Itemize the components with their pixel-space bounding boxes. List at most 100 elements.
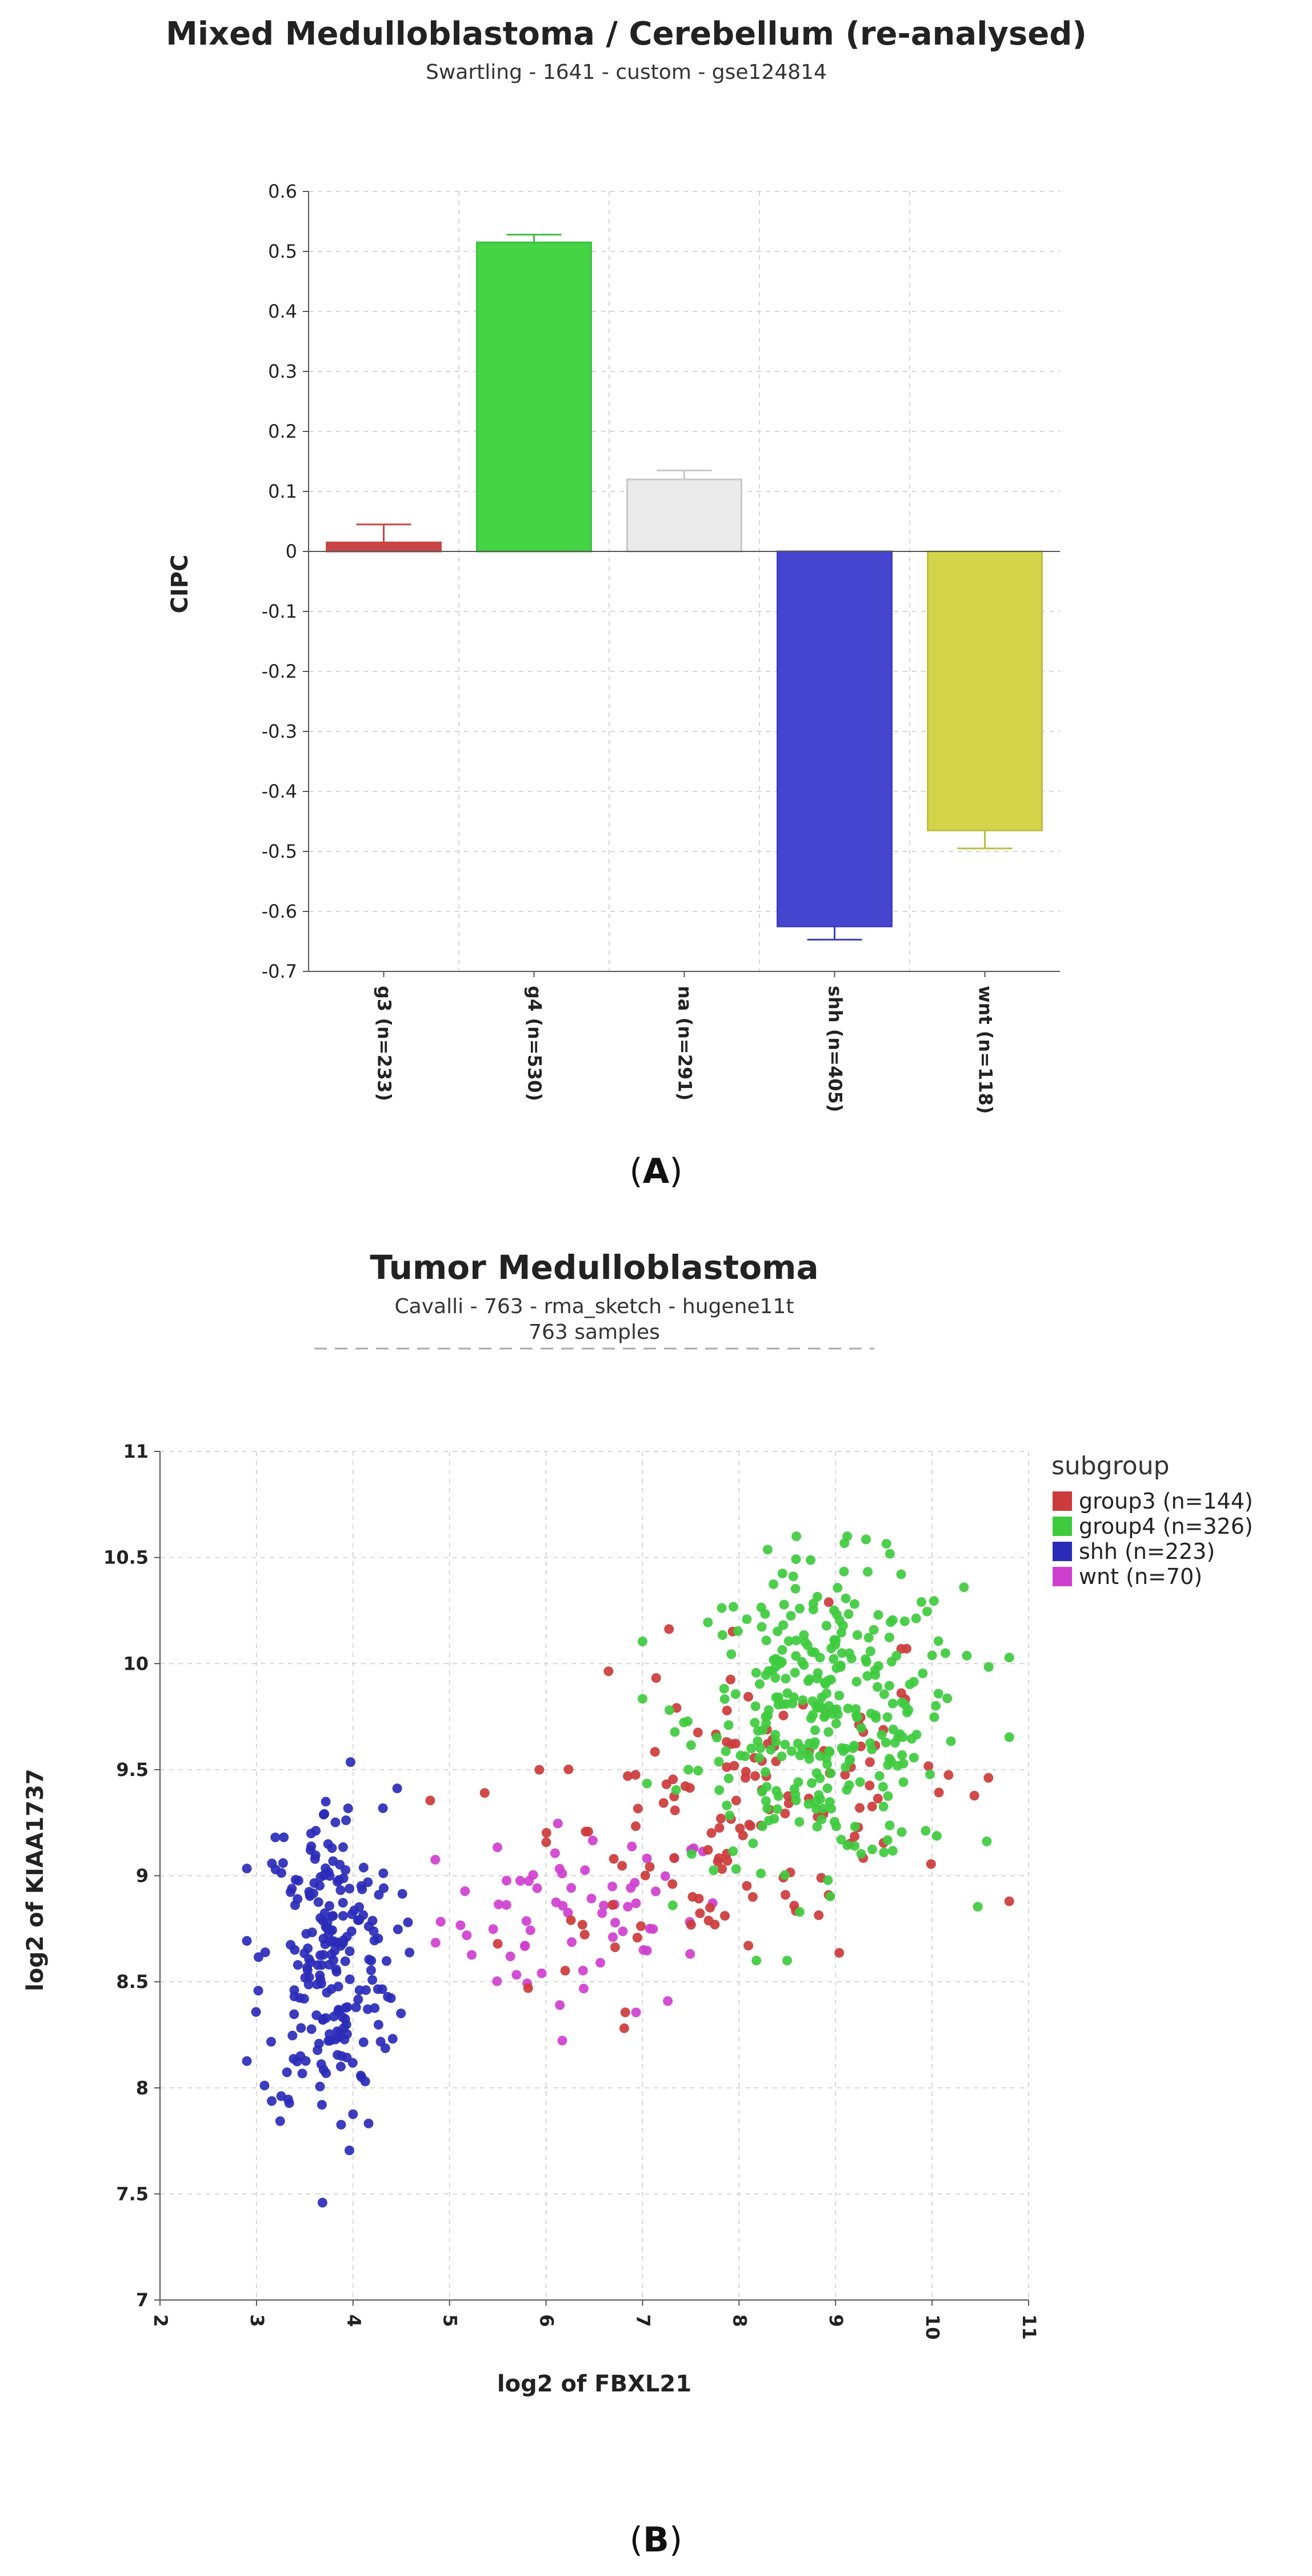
- scatter-point-group4: [794, 1817, 805, 1827]
- bar-y-tick-label: -0.5: [262, 841, 297, 862]
- scatter-y-tick-label: 10: [123, 1653, 149, 1674]
- scatter-x-tick-label: 6: [536, 2314, 558, 2327]
- scatter-point-group4: [709, 1865, 719, 1875]
- bar-chart-y-ticks: 0.6 0.5 0.4 0.3 0.2 0.1 0 -0.1 -0.2 -0.3 -0.4 -0.5 -…: [262, 181, 309, 982]
- scatter-point-group4: [793, 1777, 803, 1787]
- scatter-point-group4: [762, 1545, 773, 1555]
- scatter-point-group4: [814, 1703, 824, 1713]
- scatter-point-group4: [884, 1681, 894, 1691]
- scatter-point-group4: [807, 1778, 817, 1788]
- scatter-point-group4: [791, 1531, 802, 1541]
- scatter-point-group4: [777, 1569, 787, 1579]
- scatter-point-group3: [579, 1930, 590, 1940]
- bar-chart-bars: [309, 234, 1060, 941]
- scatter-chart-x-label: log2 of FBXL21: [497, 2371, 691, 2397]
- scatter-point-group3: [620, 2007, 630, 2018]
- scatter-point-group4: [810, 1725, 821, 1735]
- scatter-point-group4: [777, 1645, 787, 1655]
- scatter-chart-y-label: log2 of KIAA1737: [22, 1769, 49, 1991]
- scatter-point-group4: [925, 1769, 935, 1779]
- scatter-point-shh: [322, 1917, 333, 1927]
- scatter-point-wnt: [586, 1893, 597, 1903]
- scatter-point-group3: [873, 1793, 883, 1803]
- scatter-point-shh: [318, 2015, 328, 2025]
- scatter-point-shh: [279, 1832, 289, 1842]
- scatter-point-shh: [358, 2037, 369, 2047]
- scatter-point-group4: [887, 1846, 898, 1856]
- scatter-point-shh: [270, 1832, 281, 1842]
- scatter-point-group3: [633, 1803, 643, 1814]
- scatter-point-shh: [366, 1965, 376, 1975]
- scatter-point-group4: [849, 1599, 859, 1609]
- scatter-point-shh: [318, 1934, 329, 1944]
- scatter-point-group4: [803, 1749, 814, 1759]
- scatter-point-group4: [879, 1847, 889, 1858]
- scatter-point-group4: [886, 1657, 897, 1667]
- scatter-point-group4: [642, 1778, 652, 1789]
- legend-swatch-group3: [1053, 1491, 1072, 1511]
- scatter-point-wnt: [557, 2035, 567, 2046]
- scatter-point-group4: [791, 1554, 801, 1565]
- scatter-chart-title: Tumor Medulloblastoma: [370, 1248, 818, 1287]
- bar-y-tick-label: 0.2: [268, 421, 297, 442]
- scatter-point-group4: [844, 1648, 854, 1658]
- scatter-point-group4: [795, 1907, 805, 1917]
- scatter-point-group4: [886, 1617, 896, 1627]
- scatter-point-shh: [396, 2009, 406, 2019]
- scatter-point-group3: [695, 1908, 705, 1918]
- scatter-x-tick-label: 5: [439, 2314, 461, 2327]
- scatter-point-group3: [714, 1823, 725, 1833]
- scatter-point-wnt: [515, 1875, 525, 1886]
- scatter-point-group4: [821, 1753, 831, 1763]
- scatter-point-wnt: [524, 1876, 534, 1886]
- scatter-point-group4: [789, 1692, 799, 1702]
- scatter-point-group4: [740, 1751, 750, 1761]
- scatter-point-wnt: [630, 1878, 640, 1888]
- scatter-point-group4: [773, 1692, 783, 1702]
- scatter-point-shh: [341, 2002, 351, 2013]
- scatter-point-shh: [345, 1974, 355, 1985]
- bar-y-tick-label: -0.7: [262, 961, 297, 982]
- scatter-point-group4: [773, 1626, 783, 1637]
- scatter-point-shh: [316, 1978, 326, 1989]
- scatter-point-group4: [803, 1799, 814, 1809]
- scatter-point-group3: [896, 1643, 906, 1654]
- scatter-point-shh: [317, 2198, 327, 2208]
- legend-entries: group3 (n=144)group4 (n=326)shh (n=223)w…: [1053, 1489, 1253, 1589]
- scatter-point-group4: [812, 1591, 822, 1602]
- scatter-x-tick-label: 4: [343, 2314, 365, 2327]
- scatter-point-group4: [772, 1804, 782, 1814]
- scatter-point-group4: [1004, 1653, 1014, 1663]
- scatter-point-shh: [260, 1947, 270, 1958]
- scatter-point-group3: [750, 1771, 761, 1781]
- scatter-point-group3: [670, 1805, 680, 1815]
- scatter-point-group4: [877, 1730, 887, 1740]
- scatter-point-group4: [940, 1648, 950, 1658]
- scatter-point-group4: [761, 1635, 771, 1646]
- scatter-point-group4: [865, 1646, 875, 1657]
- scatter-point-wnt: [567, 1937, 577, 1947]
- scatter-point-wnt: [466, 1950, 477, 1960]
- scatter-point-group4: [679, 1717, 689, 1727]
- scatter-point-group4: [815, 1773, 825, 1783]
- legend-swatch-wnt: [1053, 1567, 1072, 1586]
- scatter-point-group4: [921, 1826, 931, 1836]
- legend-label-wnt: wnt (n=70): [1079, 1564, 1202, 1589]
- scatter-point-group4: [869, 1625, 879, 1635]
- scatter-point-group4: [783, 1636, 794, 1646]
- scatter-point-group4: [683, 1765, 694, 1775]
- scatter-x-tick-label: 7: [632, 2314, 654, 2327]
- scatter-point-group4: [814, 1790, 824, 1800]
- scatter-point-group3: [865, 1757, 875, 1767]
- scatter-point-group4: [712, 1733, 722, 1743]
- scatter-point-group4: [761, 1711, 771, 1722]
- scatter-point-group4: [751, 1955, 762, 1966]
- scatter-point-shh: [326, 1984, 337, 1994]
- scatter-point-wnt: [597, 1908, 607, 1918]
- scatter-point-shh: [293, 1875, 303, 1886]
- scatter-point-shh: [327, 1843, 337, 1853]
- scatter-point-shh: [283, 2094, 293, 2105]
- scatter-point-shh: [374, 1890, 384, 1900]
- scatter-point-wnt: [580, 1865, 590, 1875]
- scatter-point-shh: [310, 1854, 320, 1864]
